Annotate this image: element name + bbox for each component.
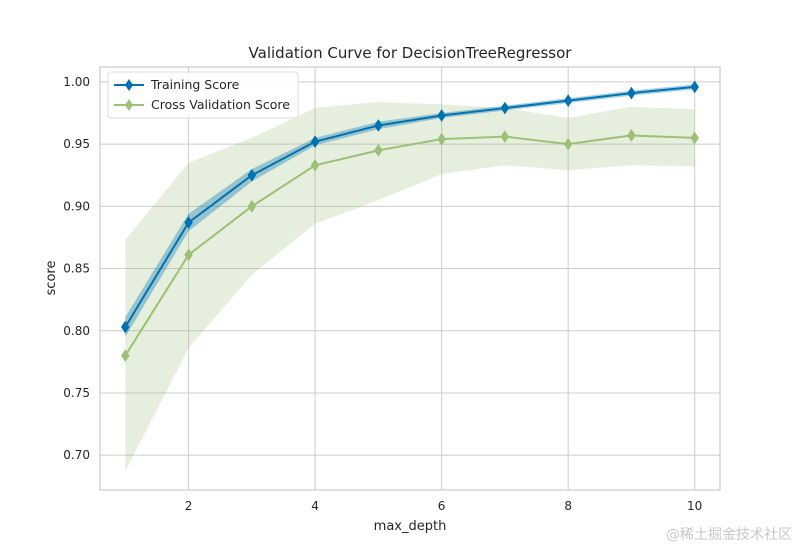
- data-point: [500, 101, 510, 115]
- x-tick-label: 6: [438, 499, 446, 513]
- data-point: [374, 119, 383, 132]
- data-point: [247, 199, 257, 213]
- plot-frame: [99, 66, 721, 491]
- data-point: [437, 109, 446, 122]
- data-point: [627, 128, 636, 142]
- y-tick-label: 0.85: [63, 262, 90, 276]
- confidence-bands: [125, 84, 695, 472]
- x-tick-label: 4: [311, 499, 319, 513]
- watermark-text: @稀土掘金技术社区: [666, 527, 792, 543]
- x-tick-label: 2: [185, 499, 193, 513]
- legend-label-training: Training Score: [150, 77, 240, 92]
- data-point: [247, 168, 257, 182]
- data-point: [121, 320, 130, 334]
- series-line: [124, 134, 695, 357]
- legend-label-cv: Cross Validation Score: [151, 97, 290, 112]
- data-point: [310, 135, 320, 149]
- series-markers: [121, 80, 699, 363]
- data-point: [310, 158, 320, 172]
- legend-marker-training: [125, 79, 133, 91]
- data-point: [563, 137, 573, 151]
- series-lines: [124, 85, 695, 357]
- x-tick-label: 8: [564, 499, 572, 513]
- chart-title: Validation Curve for DecisionTreeRegress…: [249, 44, 573, 62]
- data-point: [437, 132, 446, 146]
- data-point: [627, 86, 636, 100]
- y-axis-label: score: [44, 261, 59, 296]
- data-point: [690, 131, 699, 145]
- legend: Training Score Cross Validation Score: [107, 71, 299, 119]
- data-point: [374, 143, 383, 157]
- series-line: [124, 85, 695, 328]
- confidence-band: [125, 101, 695, 472]
- y-tick-label: 0.70: [63, 448, 90, 462]
- x-tick-label: 10: [687, 499, 702, 513]
- data-point: [121, 349, 130, 363]
- x-tick-labels: 2 4 6 8 10: [185, 499, 703, 513]
- y-tick-label: 0.95: [63, 137, 90, 151]
- y-tick-label: 0.75: [63, 386, 90, 400]
- y-tick-labels: 0.70 0.75 0.80 0.85 0.90 0.95 1.00: [63, 75, 90, 462]
- x-axis-label: max_depth: [374, 519, 447, 534]
- data-point: [184, 216, 193, 229]
- legend-marker-cv: [125, 99, 133, 111]
- data-point: [500, 130, 510, 144]
- legend-box: [107, 71, 299, 119]
- data-point: [184, 248, 193, 262]
- data-point: [563, 94, 573, 108]
- y-tick-label: 0.90: [63, 199, 90, 213]
- y-tick-label: 0.80: [63, 324, 90, 338]
- y-tick-label: 1.00: [63, 75, 90, 89]
- data-point: [690, 80, 699, 94]
